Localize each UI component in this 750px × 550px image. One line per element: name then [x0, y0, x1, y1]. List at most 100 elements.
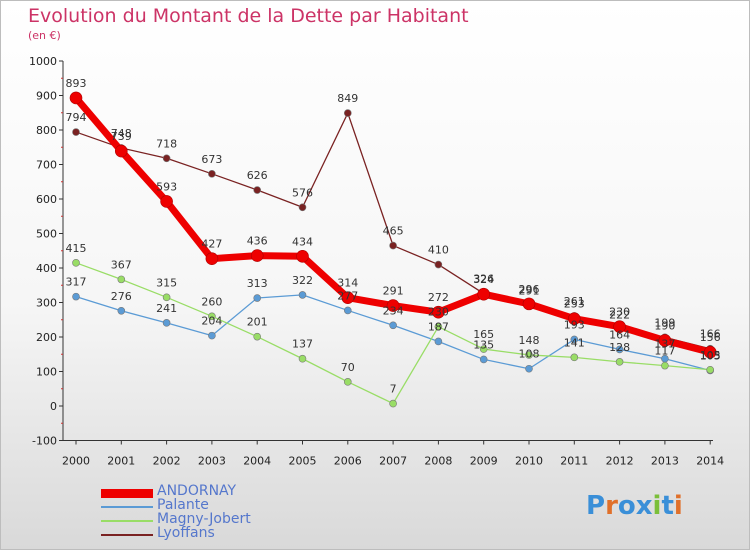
chart-unit-label: (en €) — [28, 29, 61, 42]
y-tick-label: 200 — [36, 331, 57, 344]
data-label-magny-jobert: 70 — [341, 361, 355, 374]
data-point-palante — [570, 335, 579, 344]
data-label-lyoffans: 166 — [700, 328, 721, 341]
data-point-andornay — [386, 299, 400, 312]
data-label-palante: 135 — [473, 338, 494, 351]
data-point-magny-jobert — [162, 293, 171, 302]
data-label-palante: 277 — [337, 289, 358, 302]
data-point-andornay — [567, 312, 581, 326]
data-label-lyoffans: 261 — [564, 295, 585, 308]
legend-label-magny-jobert: Magny-Jobert — [157, 511, 251, 527]
data-label-andornay: 253 — [564, 298, 585, 311]
data-point-andornay — [250, 249, 264, 262]
data-point-andornay — [477, 287, 491, 301]
x-tick-label: 2004 — [243, 455, 271, 468]
data-point-palante — [117, 306, 126, 315]
data-point-palante — [479, 355, 488, 364]
data-point-lyoffans — [343, 109, 352, 117]
data-point-andornay — [115, 144, 128, 158]
legend-label-andornay: ANDORNAY — [157, 483, 237, 499]
data-label-palante: 317 — [66, 276, 87, 289]
data-label-andornay: 156 — [700, 331, 721, 344]
y-tick-label: 800 — [36, 124, 57, 137]
x-tick-label: 2009 — [470, 455, 498, 468]
data-label-andornay: 291 — [383, 285, 404, 298]
data-point-lyoffans — [162, 154, 171, 163]
x-tick-label: 2008 — [424, 455, 452, 468]
y-tick-label: 100 — [36, 366, 57, 379]
data-point-palante — [253, 294, 262, 302]
data-label-palante: 187 — [428, 320, 449, 333]
data-label-palante: 103 — [700, 349, 721, 362]
logo-letter: r — [605, 491, 618, 521]
x-tick-label: 2010 — [515, 455, 543, 468]
legend-label-lyoffans: Lyoffans — [157, 525, 215, 541]
data-point-lyoffans — [208, 170, 216, 178]
data-label-andornay: 436 — [247, 235, 268, 248]
data-label-lyoffans: 718 — [156, 137, 177, 150]
chart-title: Evolution du Montant de la Dette par Hab… — [28, 5, 469, 27]
data-point-magny-jobert — [479, 345, 488, 353]
legend-label-palante: Palante — [157, 497, 209, 513]
data-label-lyoffans: 465 — [383, 225, 404, 238]
x-tick-label: 2003 — [198, 455, 226, 468]
data-label-andornay: 893 — [66, 77, 87, 90]
data-label-magny-jobert: 165 — [473, 328, 494, 341]
y-tick-label: 1000 — [29, 55, 57, 68]
data-label-magny-jobert: 128 — [609, 341, 630, 354]
y-tick-label: 400 — [36, 262, 57, 275]
data-point-palante — [434, 337, 443, 346]
y-tick-label: 700 — [36, 159, 57, 172]
data-point-andornay — [522, 297, 536, 311]
data-point-andornay — [205, 252, 219, 265]
data-label-andornay: 230 — [609, 306, 630, 319]
data-label-palante: 193 — [564, 318, 585, 331]
legend-swatch-lyoffans — [101, 534, 153, 536]
data-label-magny-jobert: 415 — [66, 242, 87, 255]
logo-letter: t — [661, 491, 674, 521]
data-point-palante — [208, 331, 216, 340]
data-point-magny-jobert — [525, 351, 533, 359]
y-tick-label: 0 — [50, 400, 57, 413]
data-point-magny-jobert — [661, 361, 669, 370]
x-tick-label: 2005 — [289, 455, 317, 468]
data-label-lyoffans: 576 — [292, 186, 313, 199]
legend-swatch-andornay — [101, 488, 153, 498]
data-label-andornay: 324 — [473, 273, 494, 286]
data-label-magny-jobert: 367 — [111, 258, 132, 271]
logo-letter: o — [617, 491, 636, 521]
data-label-magny-jobert: 315 — [156, 276, 177, 289]
x-tick-label: 2011 — [560, 455, 588, 468]
proxiti-logo: Proxiti — [586, 491, 683, 521]
logo-letter: P — [586, 491, 606, 521]
data-point-lyoffans — [298, 203, 307, 212]
data-label-lyoffans: 748 — [111, 127, 132, 140]
data-label-andornay: 272 — [428, 291, 449, 304]
data-point-magny-jobert — [298, 354, 307, 363]
data-label-magny-jobert: 117 — [654, 345, 675, 358]
data-label-palante: 234 — [383, 304, 404, 317]
data-point-palante — [525, 364, 533, 373]
data-label-magny-jobert: 230 — [428, 306, 449, 319]
chart-legend: ANDORNAY Palante Magny-Jobert Lyoffans — [101, 483, 301, 542]
data-label-lyoffans: 199 — [654, 316, 675, 329]
data-point-andornay — [432, 305, 445, 319]
data-point-magny-jobert — [208, 312, 216, 321]
x-tick-label: 2012 — [606, 455, 634, 468]
data-point-andornay — [703, 345, 717, 359]
data-label-palante: 108 — [519, 348, 540, 361]
legend-swatch-magny-jobert — [101, 520, 153, 522]
data-point-palante — [343, 306, 352, 315]
data-point-palante — [389, 321, 397, 330]
data-point-magny-jobert — [343, 378, 352, 386]
data-point-magny-jobert — [570, 353, 579, 362]
logo-letter: i — [673, 491, 683, 521]
logo-letter: i — [652, 491, 662, 521]
data-point-palante — [162, 319, 171, 327]
data-label-andornay: 434 — [292, 235, 313, 248]
data-point-magny-jobert — [117, 275, 126, 284]
data-point-andornay — [296, 249, 309, 263]
data-label-palante: 204 — [201, 315, 222, 328]
legend-item-palante: Palante — [101, 497, 301, 514]
